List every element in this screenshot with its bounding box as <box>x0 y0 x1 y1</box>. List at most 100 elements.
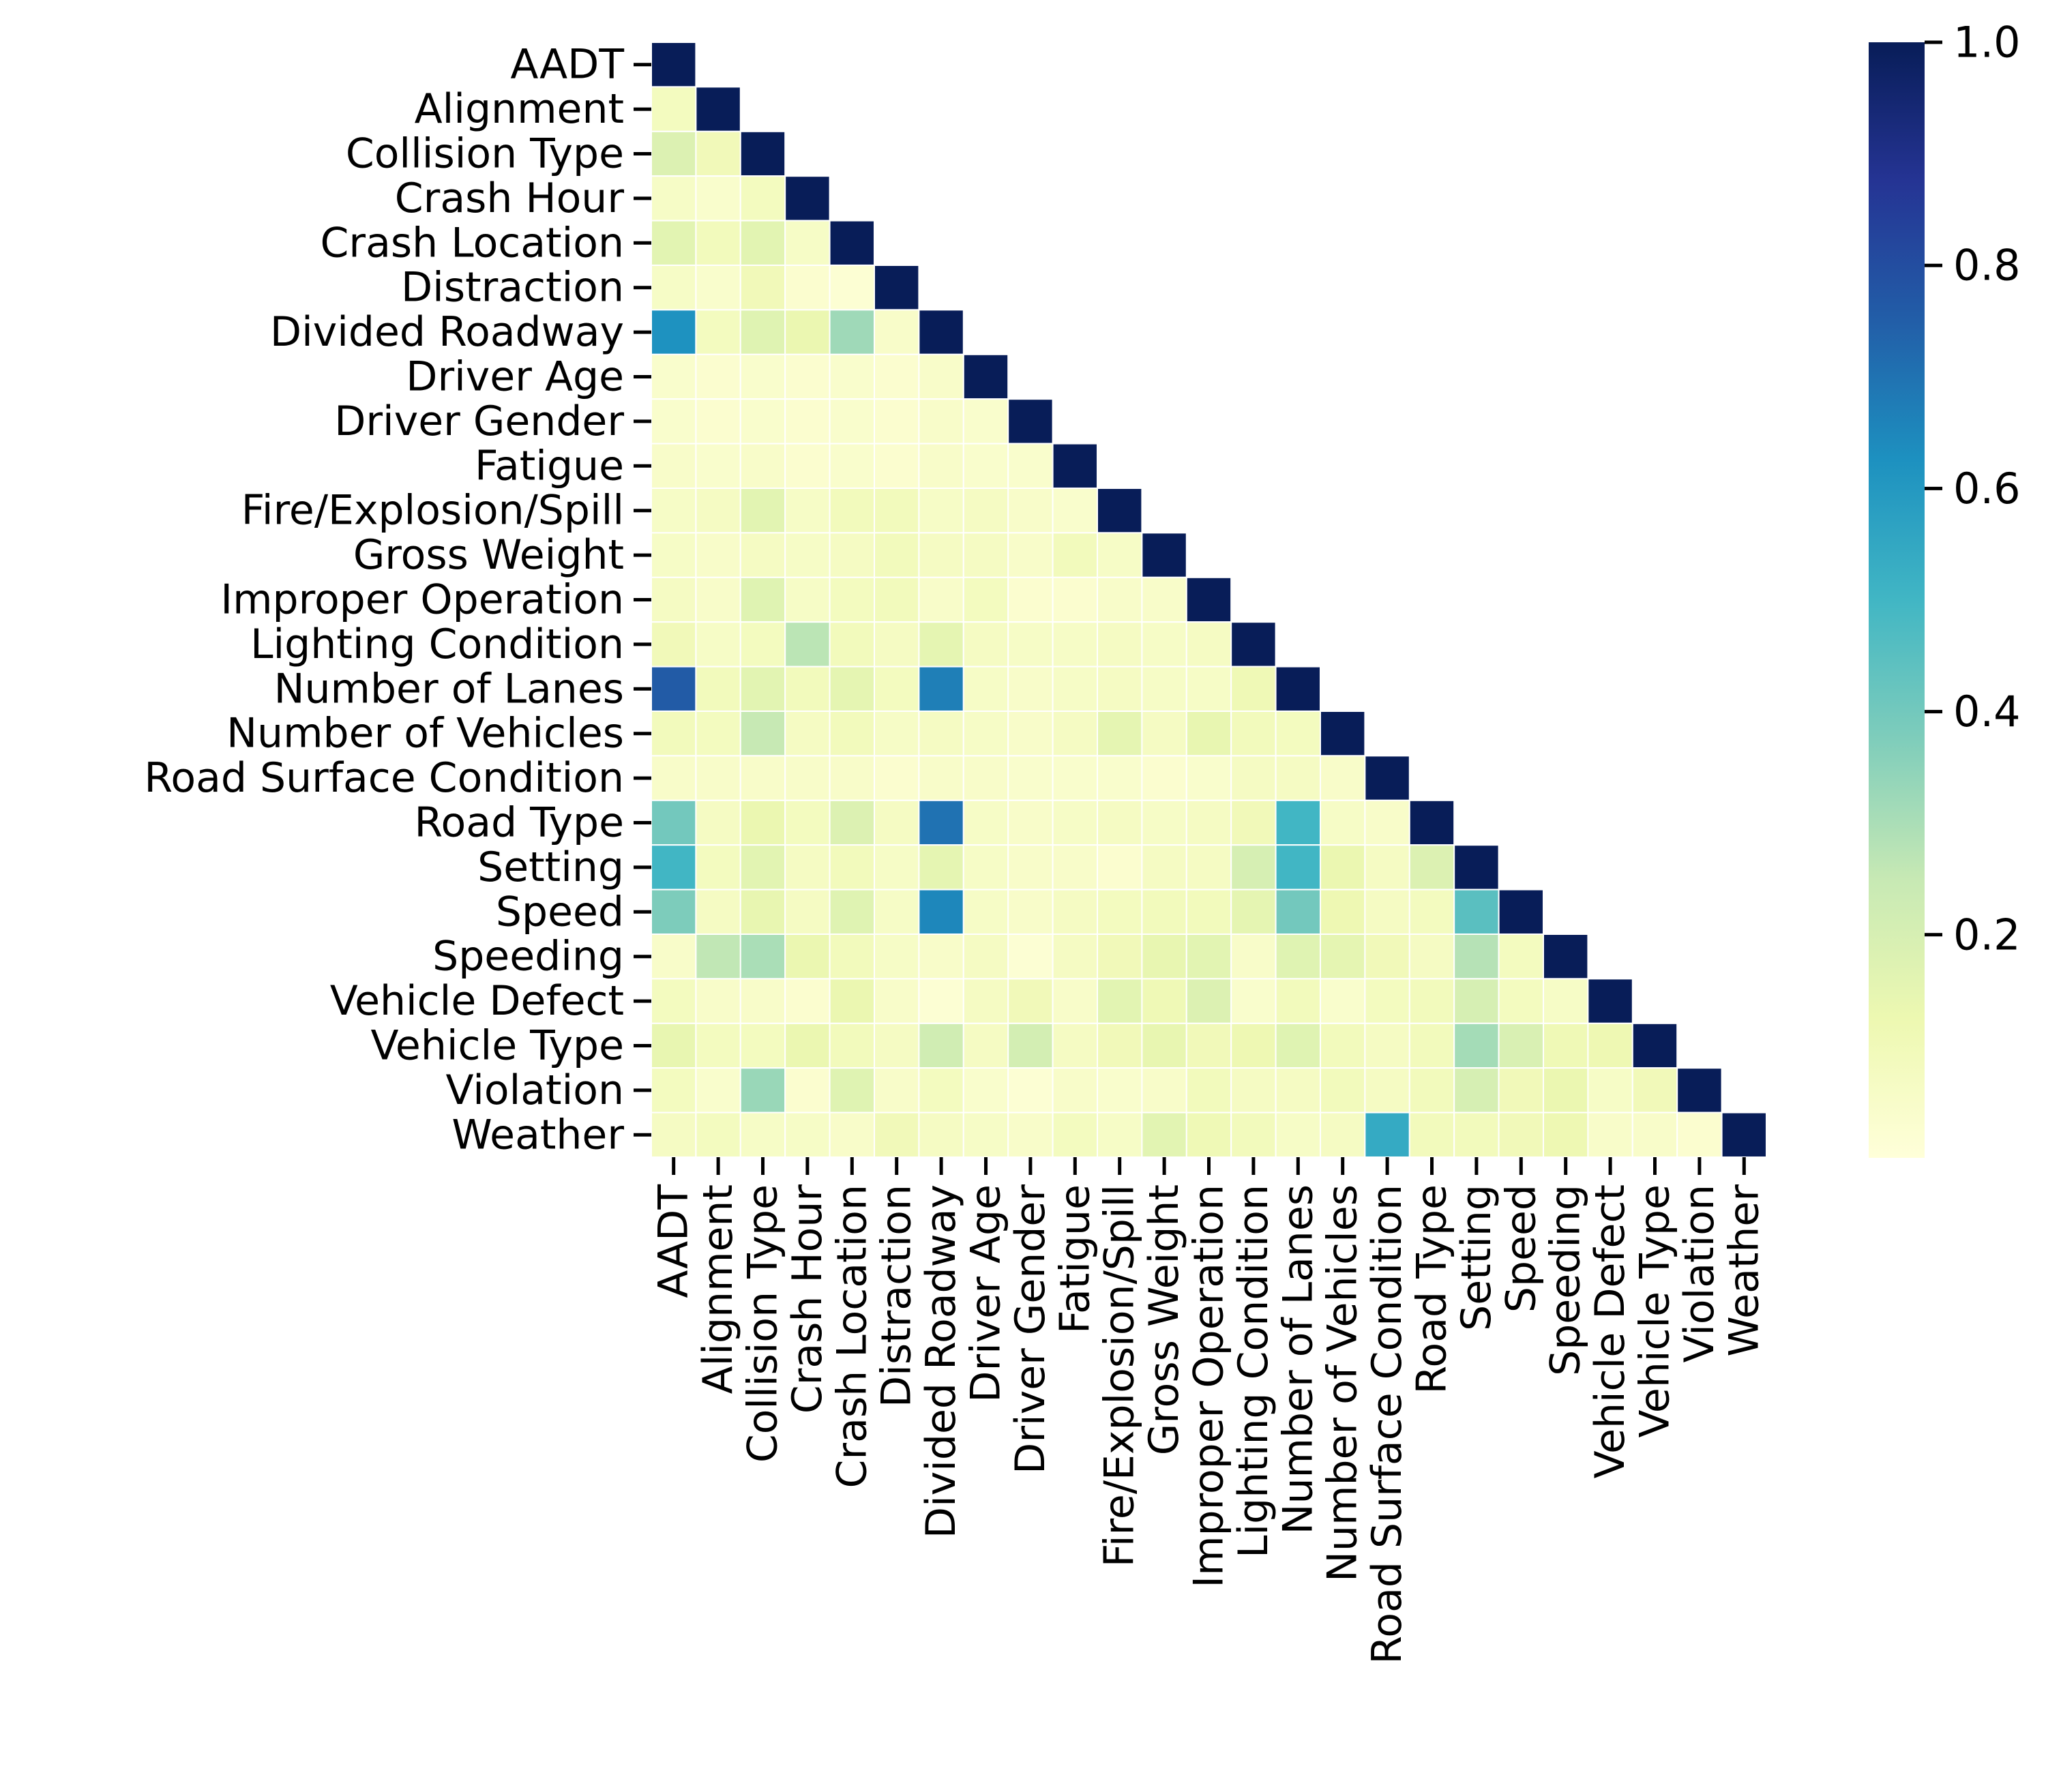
heatmap-cell-driver-gender-driver-gender <box>1007 398 1054 445</box>
heatmap-cell-violation-crash-hour <box>784 1067 831 1114</box>
heatmap-cell-violation-road-type <box>1408 1067 1455 1114</box>
heatmap-cell-driver-age-alignment <box>695 353 741 400</box>
heatmap-cell-setting-lighting-condition <box>1230 844 1277 891</box>
y-tick-label-speeding: Speeding <box>432 933 624 981</box>
heatmap-cell-setting-crash-hour <box>784 844 831 891</box>
heatmap-cell-road-surface-condition-alignment <box>695 755 741 801</box>
heatmap-cell-vehicle-type-aadt <box>651 1022 697 1069</box>
heatmap-cell-road-surface-condition-fire-explosion-spill <box>1097 755 1143 801</box>
heatmap-cell-road-surface-condition-aadt <box>651 755 697 801</box>
heatmap-cell-driver-age-crash-location <box>829 353 875 400</box>
heatmap-cell-divided-roadway-crash-hour <box>784 309 831 355</box>
heatmap-cell-improper-operation-crash-location <box>829 576 875 623</box>
y-tick-label-violation: Violation <box>446 1066 624 1114</box>
heatmap-cell-speed-distraction <box>874 888 920 935</box>
heatmap-cell-fatigue-crash-hour <box>784 443 831 489</box>
colorbar: 0.2 0.4 0.6 0.8 1.0 <box>1869 18 2021 1158</box>
heatmap-cell-road-surface-condition-distraction <box>874 755 920 801</box>
x-tick-label-weather: Weather <box>1720 1184 1768 1357</box>
heatmap-cell-vehicle-type-fatigue <box>1052 1022 1098 1069</box>
heatmap-cell-number-of-vehicles-alignment <box>695 711 741 757</box>
heatmap-cell-violation-vehicle-defect <box>1587 1067 1633 1114</box>
heatmap-cell-distraction-alignment <box>695 265 741 311</box>
heatmap-cell-number-of-lanes-gross-weight <box>1141 666 1187 712</box>
heatmap-cell-vehicle-type-alignment <box>695 1022 741 1069</box>
heatmap-cell-lighting-condition-aadt <box>651 621 697 668</box>
heatmap-cell-vehicle-type-road-surface-condition <box>1364 1022 1410 1069</box>
y-tick-label-speed: Speed <box>496 888 624 936</box>
heatmap-cell-violation-road-surface-condition <box>1364 1067 1410 1114</box>
heatmap-cell-road-surface-condition-driver-gender <box>1007 755 1054 801</box>
heatmap-cell-setting-road-type <box>1408 844 1455 891</box>
heatmap-cell-violation-distraction <box>874 1067 920 1114</box>
heatmap-cell-number-of-vehicles-collision-type <box>739 711 786 757</box>
heatmap-cell-violation-speeding <box>1543 1067 1589 1114</box>
heatmap-cell-vehicle-defect-gross-weight <box>1141 978 1187 1024</box>
heatmap-cell-vehicle-defect-collision-type <box>739 978 786 1024</box>
heatmap-cell-setting-aadt <box>651 844 697 891</box>
heatmap-cell-gross-weight-crash-location <box>829 532 875 578</box>
heatmap-cell-weather-setting <box>1453 1111 1500 1158</box>
heatmap-cell-road-type-divided-roadway <box>918 799 964 846</box>
heatmap-cell-road-type-number-of-vehicles <box>1320 799 1366 846</box>
heatmap-cell-gross-weight-divided-roadway <box>918 532 964 578</box>
heatmap-cell-speeding-number-of-vehicles <box>1320 934 1366 980</box>
heatmap-cell-number-of-lanes-improper-operation <box>1185 666 1232 712</box>
heatmap-cell-lighting-condition-distraction <box>874 621 920 668</box>
y-tick-label-alignment: Alignment <box>415 85 624 133</box>
heatmap-cell-vehicle-defect-road-surface-condition <box>1364 978 1410 1024</box>
y-tick-label-improper-operation: Improper Operation <box>220 576 624 624</box>
heatmap-cell-improper-operation-aadt <box>651 576 697 623</box>
heatmap-cell-vehicle-defect-number-of-lanes <box>1275 978 1321 1024</box>
heatmap-cell-vehicle-type-lighting-condition <box>1230 1022 1277 1069</box>
heatmap-cell-weather-aadt <box>651 1111 697 1158</box>
heatmap-cell-number-of-lanes-lighting-condition <box>1230 666 1277 712</box>
heatmap-cell-speed-lighting-condition <box>1230 888 1277 935</box>
heatmap-cell-road-type-alignment <box>695 799 741 846</box>
heatmap-cell-fatigue-crash-location <box>829 443 875 489</box>
heatmap-cell-number-of-vehicles-lighting-condition <box>1230 711 1277 757</box>
heatmap-cell-vehicle-type-road-type <box>1408 1022 1455 1069</box>
y-tick-label-aadt: AADT <box>510 41 624 89</box>
y-tick-label-weather: Weather <box>451 1111 624 1159</box>
heatmap-cell-vehicle-type-distraction <box>874 1022 920 1069</box>
heatmap-cell-driver-age-divided-roadway <box>918 353 964 400</box>
heatmap-cell-speed-divided-roadway <box>918 888 964 935</box>
heatmap-cell-speed-driver-age <box>962 888 1009 935</box>
y-tick-label-crash-location: Crash Location <box>321 219 624 267</box>
heatmap-cell-setting-divided-roadway <box>918 844 964 891</box>
heatmap-cell-improper-operation-improper-operation <box>1185 576 1232 623</box>
heatmap-cell-vehicle-defect-divided-roadway <box>918 978 964 1024</box>
heatmap-cell-violation-divided-roadway <box>918 1067 964 1114</box>
heatmap-cell-weather-weather <box>1721 1111 1768 1158</box>
x-tick-label-speed: Speed <box>1497 1184 1545 1313</box>
x-tick-label-vehicle-defect: Vehicle Defect <box>1586 1184 1634 1478</box>
heatmap-cell-road-surface-condition-improper-operation <box>1185 755 1232 801</box>
heatmap-cell-collision-type-aadt <box>651 130 697 177</box>
heatmap-cell-number-of-vehicles-crash-hour <box>784 711 831 757</box>
heatmap-cell-weather-violation <box>1676 1111 1723 1158</box>
y-tick-label-setting: Setting <box>477 843 624 891</box>
heatmap-cell-driver-gender-crash-location <box>829 398 875 445</box>
heatmap-cell-driver-gender-driver-age <box>962 398 1009 445</box>
heatmap-cell-number-of-lanes-number-of-lanes <box>1275 666 1321 712</box>
heatmap-cell-improper-operation-driver-age <box>962 576 1009 623</box>
heatmap-cell-vehicle-type-crash-hour <box>784 1022 831 1069</box>
heatmap-cell-speeding-road-surface-condition <box>1364 934 1410 980</box>
heatmap-cell-setting-crash-location <box>829 844 875 891</box>
heatmap-cell-gross-weight-gross-weight <box>1141 532 1187 578</box>
heatmap-cell-fire-explosion-spill-driver-age <box>962 488 1009 534</box>
heatmap-cell-road-surface-condition-number-of-lanes <box>1275 755 1321 801</box>
heatmap-cell-setting-improper-operation <box>1185 844 1232 891</box>
heatmap-cell-vehicle-defect-fire-explosion-spill <box>1097 978 1143 1024</box>
heatmap-cell-speeding-distraction <box>874 934 920 980</box>
heatmap-cell-weather-fire-explosion-spill <box>1097 1111 1143 1158</box>
heatmap-cell-driver-age-aadt <box>651 353 697 400</box>
heatmap-cell-speeding-lighting-condition <box>1230 934 1277 980</box>
y-tick-label-lighting-condition: Lighting Condition <box>250 621 624 668</box>
heatmap-cell-lighting-condition-driver-gender <box>1007 621 1054 668</box>
x-tick-label-vehicle-type: Vehicle Type <box>1631 1184 1679 1437</box>
heatmap-cell-fatigue-aadt <box>651 443 697 489</box>
y-tick-label-road-type: Road Type <box>415 799 624 847</box>
heatmap-cell-driver-age-crash-hour <box>784 353 831 400</box>
